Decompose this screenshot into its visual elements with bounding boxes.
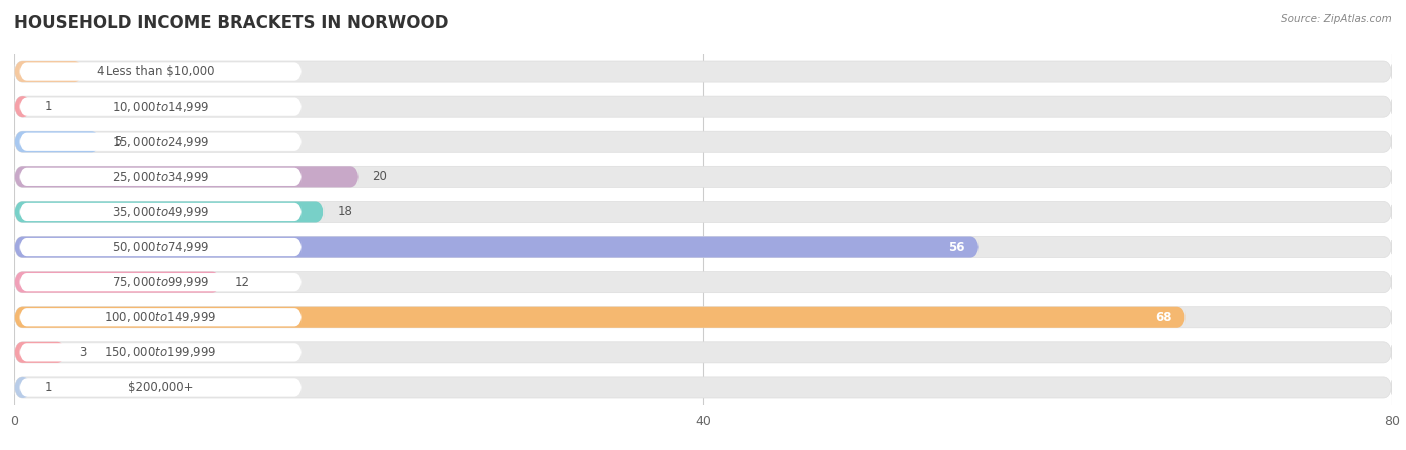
Text: HOUSEHOLD INCOME BRACKETS IN NORWOOD: HOUSEHOLD INCOME BRACKETS IN NORWOOD — [14, 14, 449, 32]
FancyBboxPatch shape — [14, 166, 1392, 187]
Text: $200,000+: $200,000+ — [128, 381, 193, 394]
FancyBboxPatch shape — [14, 166, 359, 187]
FancyBboxPatch shape — [14, 342, 66, 363]
FancyBboxPatch shape — [14, 202, 1392, 222]
Text: 1: 1 — [45, 100, 52, 113]
FancyBboxPatch shape — [20, 63, 302, 81]
FancyBboxPatch shape — [20, 273, 302, 291]
FancyBboxPatch shape — [14, 377, 1392, 398]
Text: $150,000 to $199,999: $150,000 to $199,999 — [104, 345, 217, 360]
FancyBboxPatch shape — [14, 202, 325, 222]
Text: 3: 3 — [80, 346, 87, 359]
FancyBboxPatch shape — [14, 237, 1392, 257]
FancyBboxPatch shape — [20, 378, 302, 396]
FancyBboxPatch shape — [20, 238, 302, 256]
Text: $35,000 to $49,999: $35,000 to $49,999 — [111, 205, 209, 219]
Text: $10,000 to $14,999: $10,000 to $14,999 — [111, 99, 209, 114]
FancyBboxPatch shape — [14, 237, 979, 257]
Text: $75,000 to $99,999: $75,000 to $99,999 — [111, 275, 209, 289]
FancyBboxPatch shape — [14, 307, 1185, 328]
Text: 18: 18 — [337, 206, 353, 218]
Text: $25,000 to $34,999: $25,000 to $34,999 — [111, 170, 209, 184]
FancyBboxPatch shape — [20, 308, 302, 326]
Text: 1: 1 — [45, 381, 52, 394]
Text: $50,000 to $74,999: $50,000 to $74,999 — [111, 240, 209, 254]
FancyBboxPatch shape — [14, 96, 31, 117]
FancyBboxPatch shape — [20, 343, 302, 361]
FancyBboxPatch shape — [14, 61, 83, 82]
FancyBboxPatch shape — [20, 133, 302, 151]
FancyBboxPatch shape — [14, 131, 100, 152]
Text: 12: 12 — [235, 276, 249, 288]
FancyBboxPatch shape — [20, 168, 302, 186]
FancyBboxPatch shape — [14, 96, 1392, 117]
FancyBboxPatch shape — [20, 203, 302, 221]
FancyBboxPatch shape — [14, 307, 1392, 328]
Text: 5: 5 — [114, 135, 121, 148]
FancyBboxPatch shape — [14, 272, 221, 292]
Text: Less than $10,000: Less than $10,000 — [107, 65, 215, 78]
FancyBboxPatch shape — [14, 377, 31, 398]
Text: 68: 68 — [1154, 311, 1171, 324]
FancyBboxPatch shape — [14, 61, 1392, 82]
FancyBboxPatch shape — [14, 272, 1392, 292]
Text: 56: 56 — [948, 241, 965, 253]
Text: Source: ZipAtlas.com: Source: ZipAtlas.com — [1281, 14, 1392, 23]
Text: 4: 4 — [97, 65, 104, 78]
Text: 20: 20 — [373, 171, 387, 183]
FancyBboxPatch shape — [20, 98, 302, 116]
Text: $15,000 to $24,999: $15,000 to $24,999 — [111, 135, 209, 149]
Text: $100,000 to $149,999: $100,000 to $149,999 — [104, 310, 217, 324]
FancyBboxPatch shape — [14, 342, 1392, 363]
FancyBboxPatch shape — [14, 131, 1392, 152]
